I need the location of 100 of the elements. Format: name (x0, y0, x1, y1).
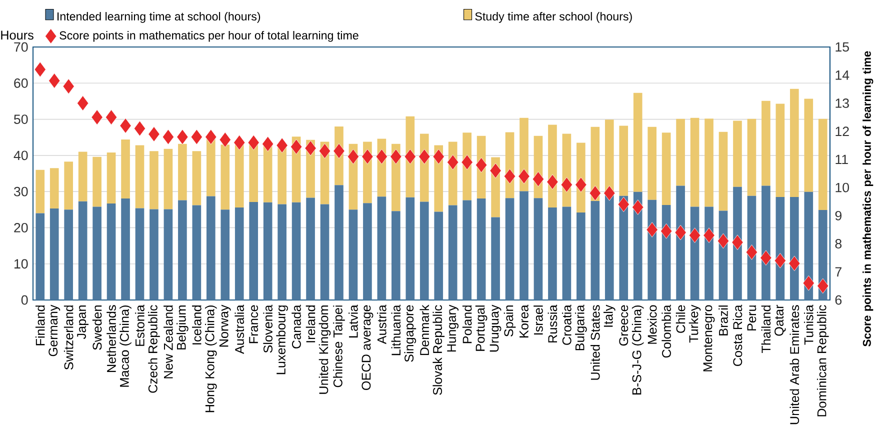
bar (476, 198, 486, 300)
x-tick-label: Australia (234, 304, 244, 354)
bar (206, 196, 216, 300)
y2-tick-label: 6 (835, 295, 842, 305)
x-tick-label: Macao (China) (120, 306, 132, 387)
bar (64, 162, 73, 210)
y-tick-label: 20 (14, 222, 28, 232)
bar (733, 120, 742, 187)
x-tick-label: Poland (462, 306, 472, 344)
point (646, 222, 658, 238)
x-tick-label: Slovak Republic (432, 305, 445, 395)
x-tick-label: Portugal (475, 306, 488, 351)
x-tick-label: Turkey (688, 304, 701, 343)
bar (36, 213, 45, 300)
bar (164, 148, 173, 210)
x-tick-label: Dominican Republic (816, 305, 829, 416)
bar (520, 191, 528, 300)
point (532, 171, 544, 187)
x-tick-label: Singapore (404, 305, 416, 362)
y2-tick-label: 8 (835, 239, 842, 248)
point (318, 143, 331, 159)
y-tick-label: 10 (14, 259, 28, 269)
x-tick-label: United States (590, 305, 600, 380)
point (560, 177, 572, 192)
y2-axis-title: Score points in mathematics per hour of learning time (862, 51, 874, 346)
x-tick-label: Uruguay (490, 304, 502, 352)
bar (92, 206, 102, 300)
point (162, 129, 174, 145)
x-tick-label: Tunisia (804, 304, 814, 345)
point (703, 228, 715, 243)
bar (234, 207, 244, 300)
x-tick-label: Montenegro (703, 305, 715, 372)
bar (220, 210, 230, 300)
y2-tick-label: 9 (835, 210, 842, 220)
point (447, 154, 459, 170)
bar (206, 139, 216, 196)
bar (178, 144, 187, 200)
bar (704, 118, 714, 207)
point (688, 228, 701, 243)
x-tick-label: Canada (292, 304, 301, 348)
point (632, 200, 644, 215)
bar (619, 196, 628, 300)
y-axis-title: Hours (1, 30, 34, 40)
point (205, 129, 217, 145)
bar (36, 170, 45, 214)
bar (548, 207, 557, 300)
point (674, 224, 686, 240)
x-tick-label: Hungary (447, 304, 459, 352)
y-tick-label: 40 (14, 150, 28, 160)
x-tick-label: Bulgaria (575, 304, 587, 350)
point (760, 250, 772, 266)
bar (804, 98, 814, 192)
x-tick-label: Italy (603, 304, 616, 327)
x-tick-label: Slovenia (263, 304, 272, 353)
bar (534, 198, 543, 300)
bar (278, 204, 286, 300)
point (190, 129, 202, 145)
bar (135, 145, 144, 208)
x-tick-label: Qatar (774, 304, 786, 336)
x-tick-label: Estonia (135, 304, 144, 346)
x-tick-label: Peru (747, 306, 756, 330)
x-tick-label: Sweden (92, 306, 102, 350)
bar (249, 202, 258, 300)
legend-label: Score points in mathematics per hour of total learning time (60, 30, 358, 42)
point (248, 134, 260, 150)
x-tick-label: Netherlands (106, 305, 116, 372)
bar (790, 88, 799, 197)
x-tick-label: Germany (48, 304, 60, 356)
point (476, 157, 488, 173)
legend-label: Study time after school (hours) (475, 12, 632, 23)
x-tick-label: Switzerland (64, 306, 74, 370)
point (219, 132, 231, 148)
point (376, 148, 388, 164)
bar (590, 200, 600, 300)
bar (776, 104, 785, 197)
point (91, 110, 103, 125)
y-tick-label: 50 (14, 114, 28, 124)
bar (121, 140, 130, 198)
bar (306, 198, 315, 300)
bar (64, 210, 73, 300)
x-tick-label: Israel (534, 306, 543, 334)
legend-label: Intended learning time at school (hours) (58, 12, 260, 23)
bar (234, 142, 244, 208)
x-tick-label: Chile (676, 305, 686, 333)
point (746, 244, 758, 260)
x-tick-label: Iceland (192, 306, 202, 344)
y-tick-label: 0 (21, 295, 28, 305)
bar (619, 126, 628, 196)
point (120, 118, 132, 134)
point (504, 168, 516, 184)
point (62, 78, 74, 94)
bar (78, 152, 88, 202)
point (575, 177, 587, 192)
point (390, 148, 402, 164)
x-tick-label: Luxembourg (276, 306, 288, 374)
x-tick-label: Russia (548, 304, 558, 342)
x-tick-label: Brazil (718, 306, 728, 336)
bar (78, 201, 88, 300)
bar (562, 206, 572, 300)
x-tick-label: Chinese Taipei (333, 306, 345, 388)
